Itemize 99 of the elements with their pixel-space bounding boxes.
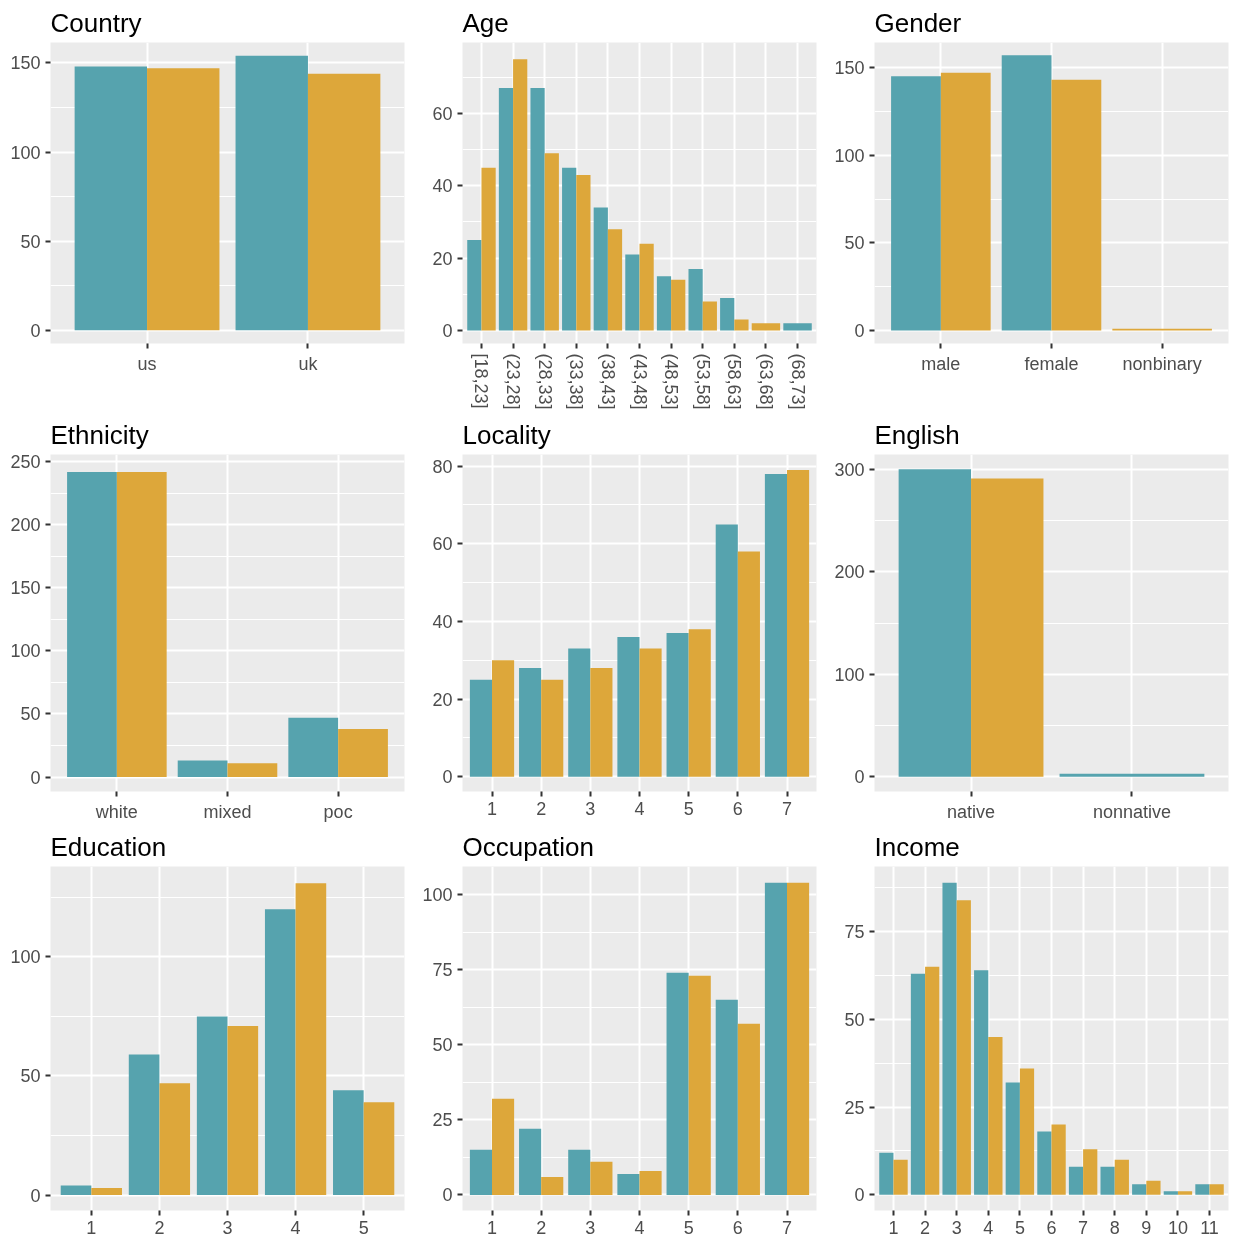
- y-tick-label: 20: [432, 689, 453, 710]
- x-tick-label: native: [947, 801, 996, 822]
- x-tick-label: 6: [732, 1217, 743, 1236]
- x-tick-label: 4: [634, 1217, 645, 1236]
- x-tick-label: 5: [683, 798, 694, 819]
- x-tick-label: 5: [1014, 1217, 1025, 1236]
- x-tick-label: (38,43]: [597, 353, 618, 410]
- y-tick-label: 80: [432, 456, 453, 477]
- x-tick-label: 2: [920, 1217, 931, 1236]
- x-tick-label: female: [1024, 353, 1079, 374]
- x-tick-label: 4: [983, 1217, 994, 1236]
- y-tick-label: 50: [20, 704, 41, 725]
- x-tick-label: [18,23]: [471, 353, 492, 409]
- y-tick-label: 150: [10, 53, 41, 74]
- x-tick-label: 5: [358, 1217, 369, 1236]
- x-tick-label: (63,68]: [755, 353, 776, 410]
- y-tick-label: 75: [844, 922, 865, 943]
- y-tick-label: 0: [854, 767, 865, 788]
- chart-title: Country: [50, 7, 142, 38]
- y-tick-label: 0: [442, 320, 453, 341]
- x-tick-label: 2: [536, 798, 547, 819]
- y-tick-label: 300: [834, 459, 865, 480]
- x-tick-label: 1: [486, 1217, 498, 1236]
- y-tick-label: 25: [844, 1097, 865, 1118]
- x-tick-label: 7: [1078, 1217, 1089, 1236]
- y-tick-label: 50: [20, 1066, 41, 1087]
- x-tick-label: (28,33]: [534, 353, 555, 410]
- chart-title: Gender: [874, 7, 962, 38]
- x-tick-label: 6: [1046, 1217, 1057, 1236]
- x-tick-label: nonbinary: [1122, 353, 1202, 374]
- x-tick-label: (23,28]: [503, 353, 524, 410]
- x-tick-label: 1: [486, 798, 498, 819]
- x-tick-label: (53,58]: [692, 353, 713, 410]
- chart-title: Locality: [462, 419, 551, 450]
- x-tick-label: (58,63]: [724, 353, 745, 410]
- x-tick-label: white: [94, 801, 138, 822]
- y-tick-label: 25: [432, 1110, 453, 1131]
- x-tick-label: uk: [298, 353, 319, 374]
- y-tick-label: 150: [834, 58, 865, 79]
- y-tick-label: 0: [854, 1185, 865, 1206]
- x-tick-label: us: [137, 353, 157, 374]
- y-tick-label: 0: [30, 1185, 41, 1206]
- x-tick-label: 7: [781, 1217, 793, 1236]
- x-tick-label: 11: [1200, 1217, 1219, 1236]
- y-tick-label: 75: [432, 960, 453, 981]
- y-tick-label: 50: [844, 1009, 865, 1030]
- x-tick-label: 3: [585, 1217, 596, 1236]
- y-tick-label: 40: [432, 611, 453, 632]
- chart-title: Education: [50, 831, 167, 862]
- y-tick-label: 100: [10, 641, 41, 662]
- y-tick-label: 0: [442, 1185, 453, 1206]
- x-tick-label: 9: [1141, 1217, 1152, 1236]
- y-tick-label: 200: [10, 515, 41, 536]
- x-tick-label: 5: [683, 1217, 694, 1236]
- x-tick-label: 2: [154, 1217, 165, 1236]
- y-tick-label: 0: [30, 320, 41, 341]
- x-tick-label: 3: [222, 1217, 233, 1236]
- chart-title: English: [874, 419, 960, 450]
- x-tick-label: 10: [1167, 1217, 1188, 1236]
- y-tick-label: 200: [834, 562, 865, 583]
- y-tick-label: 0: [442, 767, 453, 788]
- y-tick-label: 150: [10, 578, 41, 599]
- x-tick-label: nonnative: [1092, 801, 1171, 822]
- y-tick-label: 100: [834, 664, 865, 685]
- x-tick-label: poc: [323, 801, 353, 822]
- chart-title: Occupation: [462, 831, 595, 862]
- y-tick-label: 0: [854, 321, 865, 342]
- chart-title: Ethnicity: [50, 419, 149, 450]
- y-tick-label: 60: [432, 534, 453, 555]
- y-tick-label: 50: [432, 1035, 453, 1056]
- x-tick-label: 7: [781, 798, 793, 819]
- x-tick-label: male: [921, 353, 961, 374]
- x-tick-label: 4: [290, 1217, 301, 1236]
- chart-title: Age: [462, 7, 509, 38]
- chart-title: Income: [874, 831, 960, 862]
- x-tick-label: 1: [888, 1217, 899, 1236]
- y-tick-label: 50: [844, 233, 865, 254]
- x-tick-label: 3: [951, 1217, 962, 1236]
- y-tick-label: 100: [834, 145, 865, 166]
- x-tick-label: 2: [536, 1217, 547, 1236]
- y-tick-label: 250: [10, 452, 41, 473]
- y-tick-label: 0: [30, 767, 41, 788]
- y-tick-label: 50: [20, 231, 41, 252]
- x-tick-label: (33,38]: [566, 353, 587, 410]
- y-tick-label: 60: [432, 103, 453, 124]
- x-tick-label: 6: [732, 798, 743, 819]
- x-tick-label: 1: [86, 1217, 97, 1236]
- x-tick-label: mixed: [203, 801, 252, 822]
- x-tick-label: (43,48]: [629, 353, 650, 410]
- y-tick-label: 40: [432, 176, 453, 197]
- x-tick-label: (48,53]: [661, 353, 682, 410]
- x-tick-label: 3: [585, 798, 596, 819]
- y-tick-label: 100: [10, 947, 41, 968]
- x-tick-label: (68,73]: [787, 353, 808, 410]
- x-tick-label: 8: [1109, 1217, 1120, 1236]
- y-tick-label: 20: [432, 248, 453, 269]
- x-tick-label: 4: [634, 798, 645, 819]
- y-tick-label: 100: [10, 142, 41, 163]
- y-tick-label: 100: [422, 885, 453, 906]
